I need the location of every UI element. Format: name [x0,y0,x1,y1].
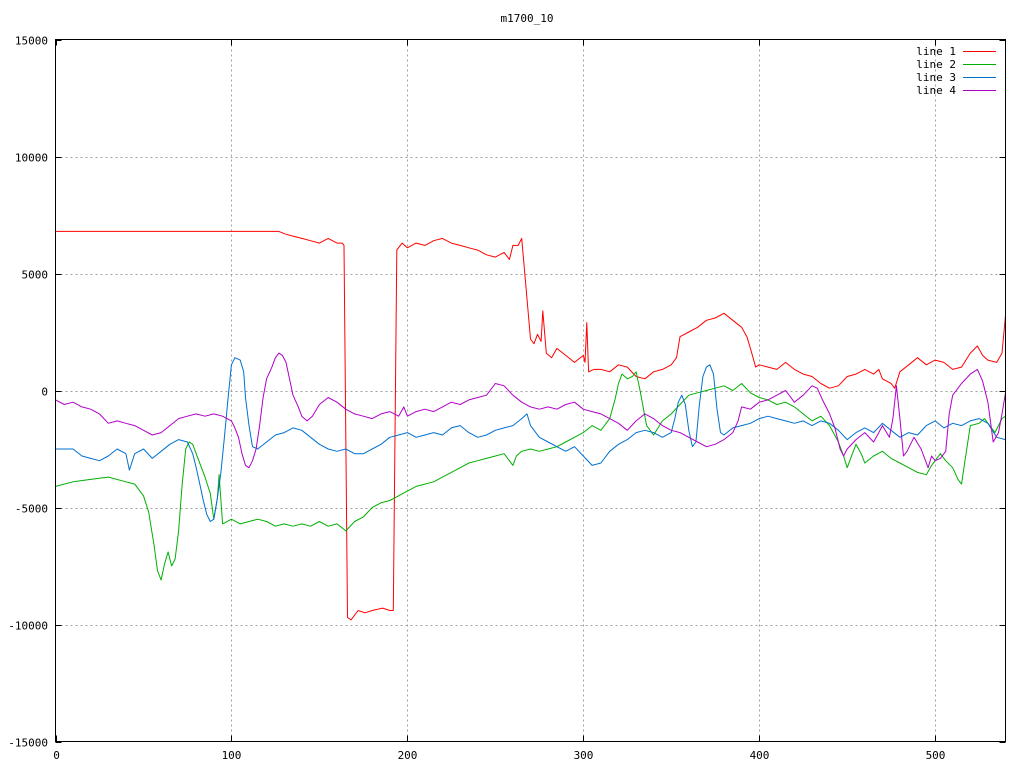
x-tick-label: 0 [53,749,60,762]
y-tick-label: 10000 [15,152,48,165]
x-tick-label: 500 [926,749,946,762]
axes: -15000 -10000 -5000 0 5000 10000 15000 0 100 200 3… [8,35,1006,762]
series-line-3 [55,357,1006,522]
x-tick-label: 400 [750,749,770,762]
x-tick-label: 300 [574,749,594,762]
series-line-4 [55,352,1006,469]
y-tick-label: 5000 [22,269,49,282]
grid [55,39,1006,742]
x-tick-label: 200 [398,749,418,762]
legend-label: line 4 [916,84,956,97]
y-tick-label: -5000 [15,503,48,516]
plot-frame [55,39,1006,742]
legend-label: line 2 [916,58,956,71]
y-tick-label: -10000 [8,620,48,633]
y-tick-label: 15000 [15,35,48,48]
series-lines [55,230,1006,621]
series-line-1 [55,230,1006,621]
y-tick-label: -15000 [8,737,48,750]
x-tick-label: 100 [222,749,242,762]
chart-title: m1700_10 [501,12,554,25]
legend-label: line 3 [916,71,956,84]
y-tick-label: 0 [41,386,48,399]
legend-label: line 1 [916,45,956,58]
